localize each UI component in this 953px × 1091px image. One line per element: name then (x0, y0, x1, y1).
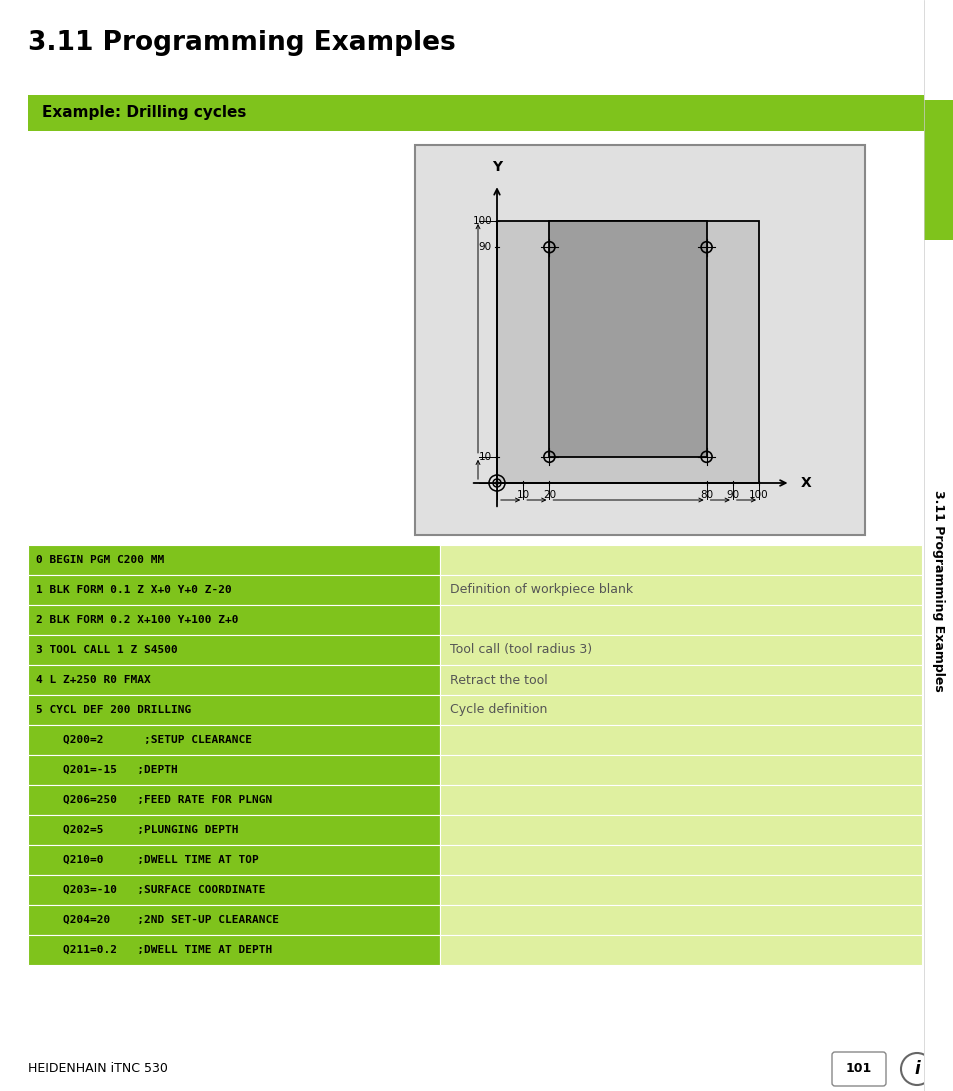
Text: 1 BLK FORM 0.1 Z X+0 Y+0 Z-20: 1 BLK FORM 0.1 Z X+0 Y+0 Z-20 (36, 585, 232, 595)
FancyBboxPatch shape (439, 906, 921, 935)
FancyBboxPatch shape (439, 935, 921, 966)
FancyBboxPatch shape (831, 1052, 885, 1086)
Text: Cycle definition: Cycle definition (450, 704, 547, 717)
FancyBboxPatch shape (439, 875, 921, 906)
FancyBboxPatch shape (439, 546, 921, 575)
Text: Q200=2      ;SETUP CLEARANCE: Q200=2 ;SETUP CLEARANCE (36, 735, 252, 745)
Text: 10: 10 (478, 452, 492, 461)
Text: i: i (913, 1060, 919, 1078)
Text: 0 BEGIN PGM C200 MM: 0 BEGIN PGM C200 MM (36, 555, 164, 565)
Circle shape (900, 1053, 932, 1086)
Text: X: X (801, 476, 811, 490)
FancyBboxPatch shape (28, 635, 439, 666)
FancyBboxPatch shape (923, 0, 953, 1091)
FancyBboxPatch shape (439, 786, 921, 815)
Text: 5 CYCL DEF 200 DRILLING: 5 CYCL DEF 200 DRILLING (36, 705, 191, 715)
FancyBboxPatch shape (28, 695, 439, 726)
FancyBboxPatch shape (28, 815, 439, 846)
Text: 10: 10 (517, 490, 529, 500)
Text: 3.11 Programming Examples: 3.11 Programming Examples (28, 29, 456, 56)
Text: Q206=250   ;FEED RATE FOR PLNGN: Q206=250 ;FEED RATE FOR PLNGN (36, 795, 272, 805)
Text: 101: 101 (845, 1063, 871, 1076)
FancyBboxPatch shape (28, 906, 439, 935)
FancyBboxPatch shape (28, 846, 439, 875)
Text: 3 TOOL CALL 1 Z S4500: 3 TOOL CALL 1 Z S4500 (36, 645, 177, 655)
FancyBboxPatch shape (28, 726, 439, 755)
FancyBboxPatch shape (28, 935, 439, 966)
FancyBboxPatch shape (28, 546, 439, 575)
Text: Q210=0     ;DWELL TIME AT TOP: Q210=0 ;DWELL TIME AT TOP (36, 855, 258, 865)
Text: Q203=-10   ;SURFACE COORDINATE: Q203=-10 ;SURFACE COORDINATE (36, 885, 265, 895)
Text: 80: 80 (700, 490, 713, 500)
Text: 20: 20 (542, 490, 556, 500)
FancyBboxPatch shape (549, 221, 706, 457)
Text: 90: 90 (725, 490, 739, 500)
Text: HEIDENHAIN iTNC 530: HEIDENHAIN iTNC 530 (28, 1063, 168, 1076)
FancyBboxPatch shape (439, 575, 921, 606)
FancyBboxPatch shape (439, 815, 921, 846)
FancyBboxPatch shape (28, 875, 439, 906)
FancyBboxPatch shape (415, 145, 864, 535)
FancyBboxPatch shape (28, 575, 439, 606)
FancyBboxPatch shape (28, 786, 439, 815)
Text: 90: 90 (478, 242, 492, 252)
Text: Y: Y (492, 160, 501, 173)
Text: 2 BLK FORM 0.2 X+100 Y+100 Z+0: 2 BLK FORM 0.2 X+100 Y+100 Z+0 (36, 615, 238, 625)
FancyBboxPatch shape (439, 755, 921, 786)
Text: Example: Drilling cycles: Example: Drilling cycles (42, 106, 246, 120)
FancyBboxPatch shape (439, 695, 921, 726)
FancyBboxPatch shape (497, 221, 759, 483)
FancyBboxPatch shape (28, 666, 439, 695)
FancyBboxPatch shape (439, 846, 921, 875)
Text: Definition of workpiece blank: Definition of workpiece blank (450, 584, 633, 597)
FancyBboxPatch shape (28, 95, 923, 131)
Text: 4 L Z+250 R0 FMAX: 4 L Z+250 R0 FMAX (36, 675, 151, 685)
Text: Tool call (tool radius 3): Tool call (tool radius 3) (450, 644, 592, 657)
Text: Q211=0.2   ;DWELL TIME AT DEPTH: Q211=0.2 ;DWELL TIME AT DEPTH (36, 945, 272, 955)
Text: Retract the tool: Retract the tool (450, 673, 547, 686)
FancyBboxPatch shape (439, 726, 921, 755)
Text: Q204=20    ;2ND SET-UP CLEARANCE: Q204=20 ;2ND SET-UP CLEARANCE (36, 915, 278, 925)
Text: Q202=5     ;PLUNGING DEPTH: Q202=5 ;PLUNGING DEPTH (36, 825, 238, 835)
FancyBboxPatch shape (439, 606, 921, 635)
Text: 100: 100 (748, 490, 768, 500)
Text: Q201=-15   ;DEPTH: Q201=-15 ;DEPTH (36, 765, 177, 775)
FancyBboxPatch shape (439, 635, 921, 666)
FancyBboxPatch shape (439, 666, 921, 695)
Circle shape (495, 481, 498, 485)
Text: 3.11 Programming Examples: 3.11 Programming Examples (931, 490, 944, 692)
Text: 100: 100 (472, 216, 492, 226)
FancyBboxPatch shape (923, 100, 953, 240)
FancyBboxPatch shape (28, 606, 439, 635)
FancyBboxPatch shape (28, 755, 439, 786)
